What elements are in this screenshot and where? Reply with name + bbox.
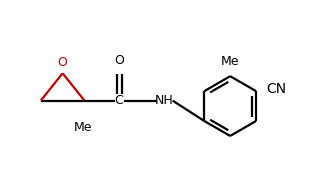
Text: Me: Me	[73, 121, 92, 134]
Text: C: C	[115, 94, 123, 107]
Text: NH: NH	[155, 94, 174, 107]
Text: Me: Me	[221, 55, 239, 68]
Text: O: O	[114, 54, 124, 67]
Text: CN: CN	[266, 82, 286, 96]
Text: O: O	[58, 56, 67, 69]
